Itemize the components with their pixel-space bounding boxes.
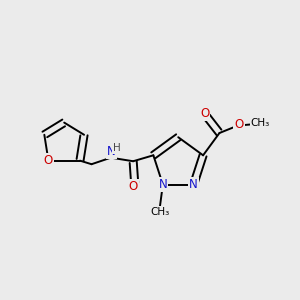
- Text: H: H: [113, 143, 121, 153]
- Text: O: O: [128, 180, 138, 193]
- Text: N: N: [158, 178, 167, 191]
- Text: O: O: [235, 118, 244, 131]
- Text: N: N: [189, 178, 198, 191]
- Text: O: O: [200, 107, 209, 120]
- Text: CH₃: CH₃: [251, 118, 270, 128]
- Text: O: O: [44, 154, 53, 167]
- Text: N: N: [107, 145, 116, 158]
- Text: CH₃: CH₃: [150, 207, 170, 217]
